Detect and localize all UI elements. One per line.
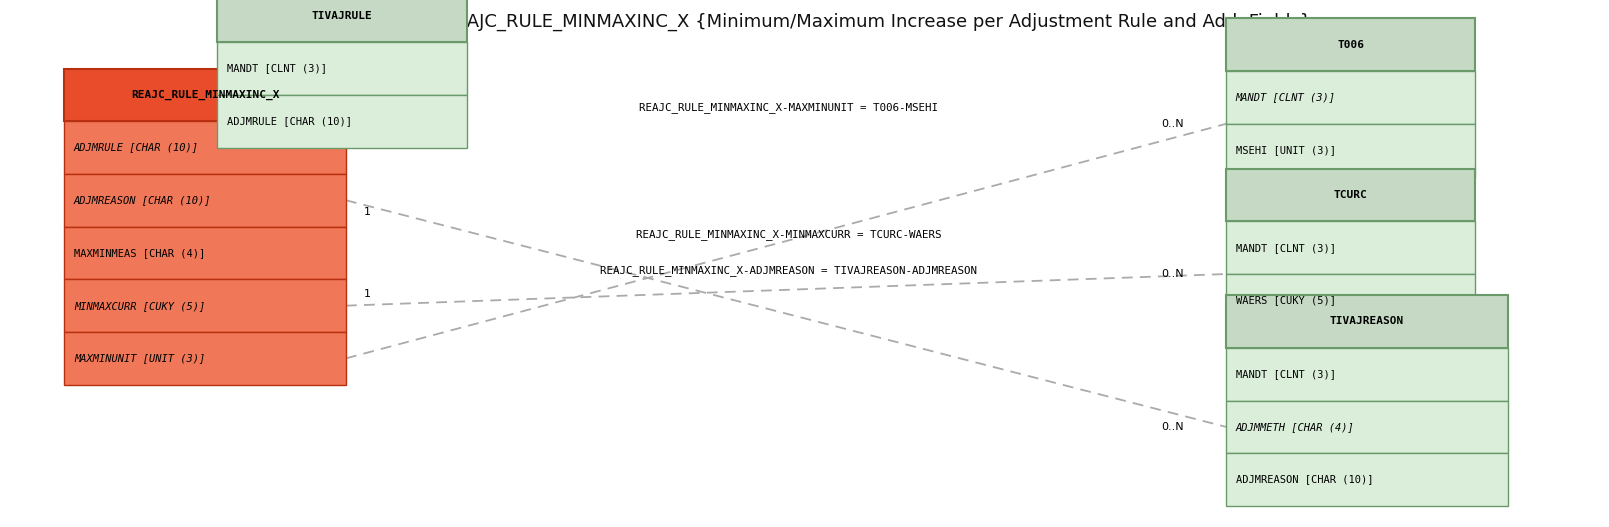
Bar bbox=[64, 332, 346, 385]
Bar bbox=[1226, 453, 1508, 506]
Text: WAERS [CUKY (5)]: WAERS [CUKY (5)] bbox=[1236, 296, 1335, 305]
Bar bbox=[217, 0, 467, 42]
Text: TIVAJRULE: TIVAJRULE bbox=[312, 11, 372, 21]
Text: ADJMRULE [CHAR (10)]: ADJMRULE [CHAR (10)] bbox=[227, 116, 352, 126]
Text: MANDT [CLNT (3)]: MANDT [CLNT (3)] bbox=[1236, 369, 1335, 379]
Bar bbox=[217, 95, 467, 148]
Text: 0..N: 0..N bbox=[1162, 269, 1184, 279]
Text: TIVAJREASON: TIVAJREASON bbox=[1329, 317, 1405, 326]
Text: MAXMINUNIT [UNIT (3)]: MAXMINUNIT [UNIT (3)] bbox=[74, 354, 206, 363]
Bar bbox=[1226, 295, 1508, 348]
Bar bbox=[217, 42, 467, 95]
Bar bbox=[1226, 71, 1475, 124]
Text: MAXMINMEAS [CHAR (4)]: MAXMINMEAS [CHAR (4)] bbox=[74, 248, 206, 258]
Text: ADJMREASON [CHAR (10)]: ADJMREASON [CHAR (10)] bbox=[1236, 475, 1372, 484]
Text: REAJC_RULE_MINMAXINC_X-MAXMINUNIT = T006-MSEHI: REAJC_RULE_MINMAXINC_X-MAXMINUNIT = T006… bbox=[639, 103, 938, 113]
Bar bbox=[64, 227, 346, 279]
Text: REAJC_RULE_MINMAXINC_X-ADJMREASON = TIVAJREASON-ADJMREASON: REAJC_RULE_MINMAXINC_X-ADJMREASON = TIVA… bbox=[600, 265, 977, 276]
Text: REAJC_RULE_MINMAXINC_X: REAJC_RULE_MINMAXINC_X bbox=[130, 90, 280, 100]
Text: 0..N: 0..N bbox=[1162, 422, 1184, 432]
Bar bbox=[64, 279, 346, 332]
Bar bbox=[1226, 169, 1475, 221]
Bar bbox=[64, 121, 346, 174]
Text: MANDT [CLNT (3)]: MANDT [CLNT (3)] bbox=[227, 64, 327, 73]
Text: ADJMRULE [CHAR (10)]: ADJMRULE [CHAR (10)] bbox=[74, 143, 200, 152]
Text: MSEHI [UNIT (3)]: MSEHI [UNIT (3)] bbox=[1236, 145, 1335, 155]
Text: ADJMREASON [CHAR (10)]: ADJMREASON [CHAR (10)] bbox=[74, 196, 211, 205]
Text: T006: T006 bbox=[1337, 40, 1364, 50]
Text: MINMAXCURR [CUKY (5)]: MINMAXCURR [CUKY (5)] bbox=[74, 301, 206, 310]
Text: SAP ABAP table REAJC_RULE_MINMAXINC_X {Minimum/Maximum Increase per Adjustment R: SAP ABAP table REAJC_RULE_MINMAXINC_X {M… bbox=[298, 13, 1311, 32]
Bar bbox=[1226, 274, 1475, 327]
Text: 0..N: 0..N bbox=[1162, 119, 1184, 129]
Text: MANDT [CLNT (3)]: MANDT [CLNT (3)] bbox=[1236, 243, 1335, 252]
Bar bbox=[64, 69, 346, 121]
Text: TCURC: TCURC bbox=[1334, 190, 1368, 200]
Bar bbox=[1226, 124, 1475, 177]
Bar bbox=[1226, 348, 1508, 401]
Bar bbox=[1226, 221, 1475, 274]
Text: ADJMMETH [CHAR (4)]: ADJMMETH [CHAR (4)] bbox=[1236, 422, 1355, 432]
Text: MANDT [CLNT (3)]: MANDT [CLNT (3)] bbox=[1236, 93, 1335, 102]
Bar bbox=[64, 174, 346, 227]
Bar bbox=[1226, 18, 1475, 71]
Text: 1: 1 bbox=[364, 207, 370, 217]
Text: 1: 1 bbox=[364, 289, 370, 299]
Text: REAJC_RULE_MINMAXINC_X-MINMAXCURR = TCURC-WAERS: REAJC_RULE_MINMAXINC_X-MINMAXCURR = TCUR… bbox=[636, 229, 941, 240]
Bar bbox=[1226, 401, 1508, 453]
